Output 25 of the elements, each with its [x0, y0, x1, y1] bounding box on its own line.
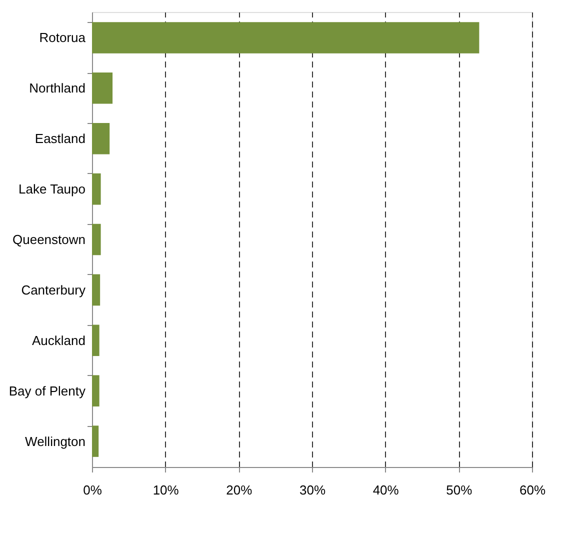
y-tick-label: Bay of Plenty [8, 383, 86, 398]
y-tick-label: Eastland [34, 131, 86, 146]
bar [92, 173, 101, 205]
bar [92, 274, 100, 306]
y-tick-label: Wellington [25, 434, 86, 449]
bar [92, 122, 110, 154]
x-tick-label: 0% [83, 482, 102, 498]
x-tick-label: 60% [519, 482, 546, 498]
y-tick-label: Queenstown [12, 232, 86, 247]
bar [92, 22, 480, 54]
x-tick-label: 40% [372, 482, 400, 498]
y-tick-label: Lake Taupo [18, 182, 86, 197]
y-tick-label: Canterbury [21, 282, 86, 298]
x-tick-label: 30% [299, 482, 326, 498]
bar [92, 375, 100, 406]
y-tick-label: Rotorua [39, 30, 86, 46]
x-tick-label: 50% [446, 482, 473, 498]
x-tick-label: 20% [226, 482, 253, 498]
y-tick-label: Northland [29, 80, 86, 96]
bar [92, 224, 101, 256]
bar [92, 426, 99, 457]
x-tick-label: 10% [152, 482, 180, 498]
y-tick-label: Auckland [32, 332, 86, 348]
bar [92, 324, 100, 356]
bar [92, 72, 113, 104]
